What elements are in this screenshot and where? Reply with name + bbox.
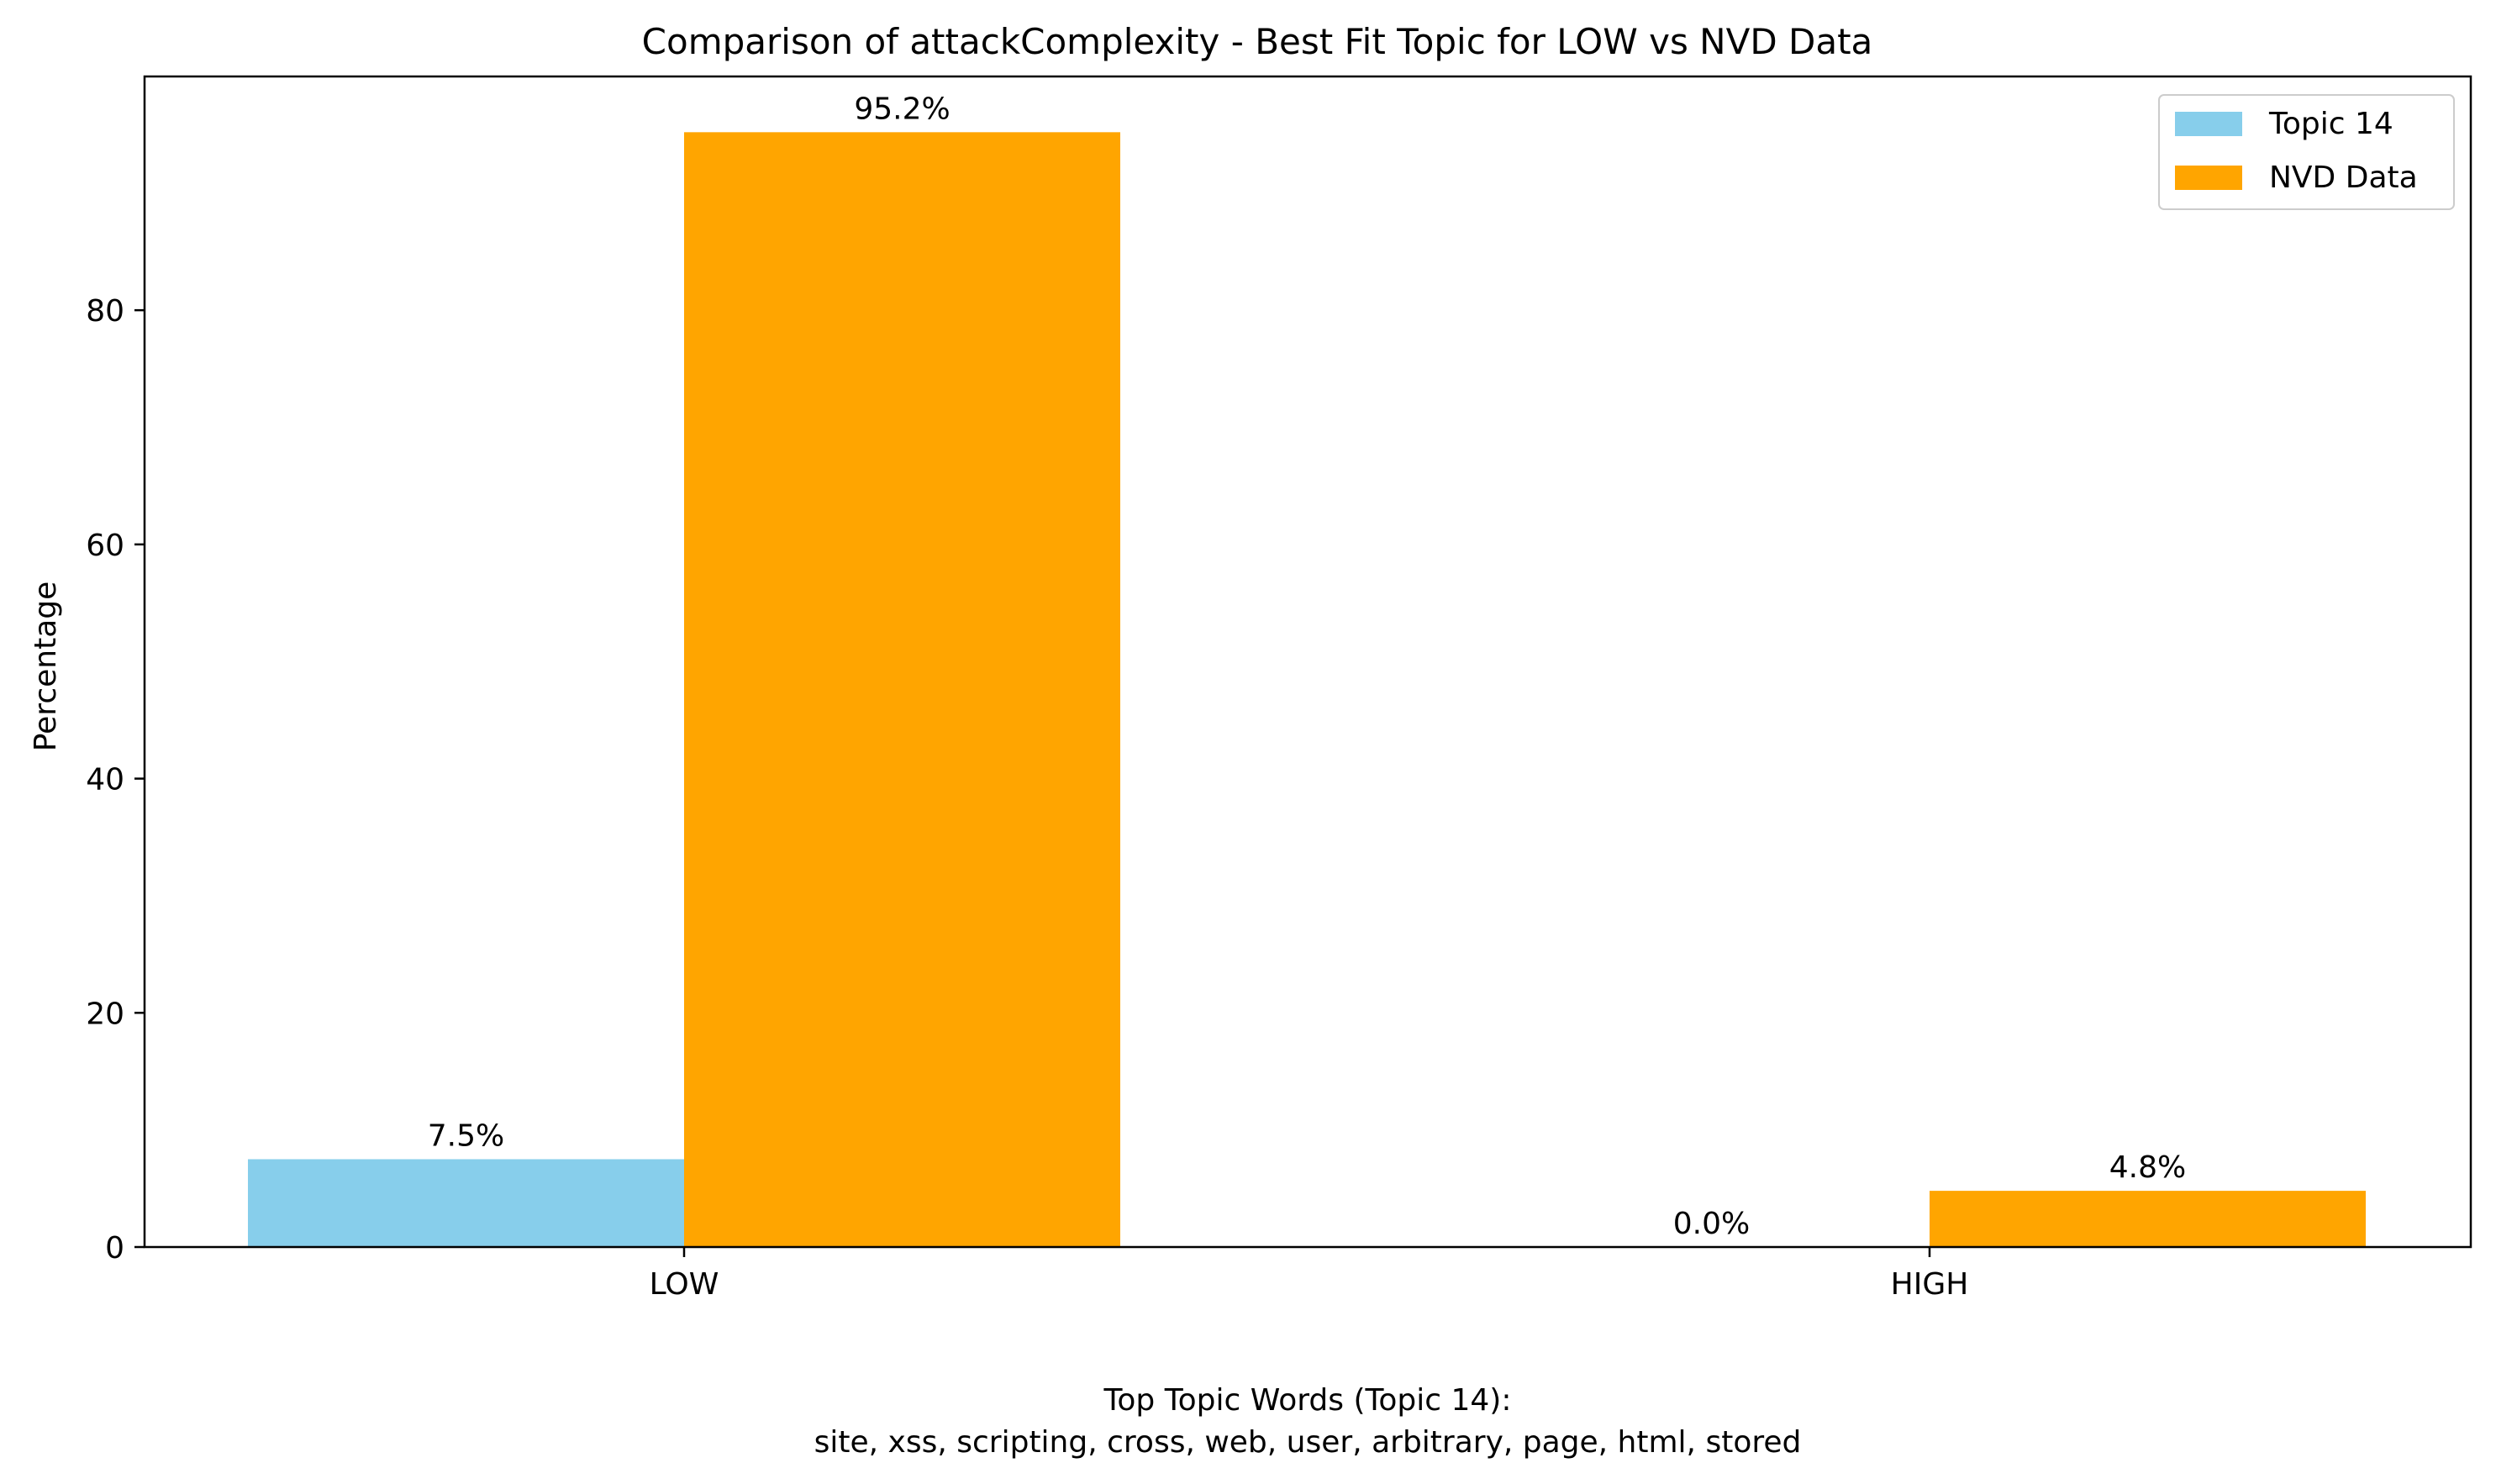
footer-heading: Top Topic Words (Topic 14): bbox=[1103, 1383, 1512, 1418]
plot-frame bbox=[143, 75, 2472, 1249]
legend-swatch-topic-14 bbox=[2175, 112, 2242, 136]
x-tick-label-high: HIGH bbox=[1891, 1267, 1969, 1302]
data-label-nvd-data-high: 4.8% bbox=[2109, 1150, 2186, 1185]
bar-topic-14-low bbox=[248, 1159, 684, 1247]
data-label-topic-14-high: 0.0% bbox=[1673, 1207, 1750, 1241]
y-tick-label-60: 60 bbox=[86, 529, 124, 563]
legend-swatch-nvd-data bbox=[2175, 166, 2242, 190]
data-label-topic-14-low: 7.5% bbox=[428, 1118, 504, 1153]
bar-nvd-data-low bbox=[684, 132, 1120, 1247]
legend: Topic 14 NVD Data bbox=[2158, 94, 2455, 210]
y-tick-label-80: 80 bbox=[86, 294, 124, 329]
y-tick-label-20: 20 bbox=[86, 997, 124, 1031]
chart-title: Comparison of attackComplexity - Best Fi… bbox=[642, 21, 1873, 62]
data-labels-layer: 7.5% 0.0% 95.2% 4.8% bbox=[428, 92, 2186, 1241]
x-tick-label-low: LOW bbox=[650, 1267, 719, 1302]
data-label-nvd-data-low: 95.2% bbox=[854, 92, 950, 126]
y-tick-label-40: 40 bbox=[86, 763, 124, 797]
legend-label-nvd-data: NVD Data bbox=[2269, 161, 2418, 195]
y-axis-label: Percentage bbox=[29, 581, 63, 752]
legend-label-topic-14: Topic 14 bbox=[2268, 107, 2393, 141]
footer-topic-words: site, xss, scripting, cross, web, user, … bbox=[814, 1425, 1802, 1460]
ticks-layer: 0 20 40 60 80 LOW HIGH bbox=[86, 294, 1968, 1302]
y-tick-label-0: 0 bbox=[105, 1231, 124, 1266]
bar-nvd-data-high bbox=[1930, 1191, 2366, 1247]
bars-layer bbox=[248, 132, 2366, 1247]
